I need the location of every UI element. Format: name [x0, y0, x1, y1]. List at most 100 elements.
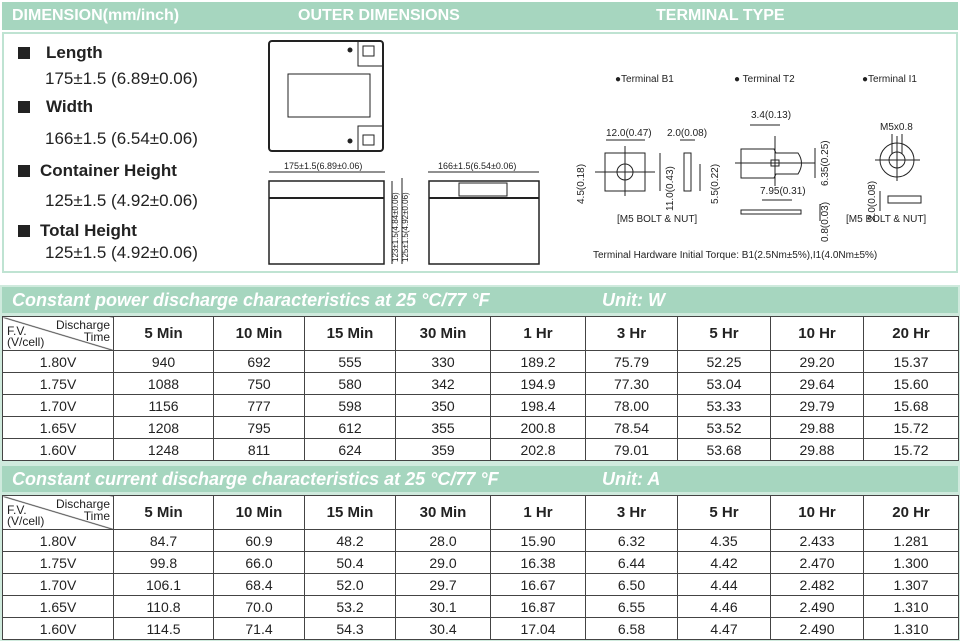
technical-drawings: 175±1.5(6.89±0.06) 123±1.5(4.84±0.06) 12…	[268, 40, 926, 265]
t2-c: 7.95(0.31)	[760, 186, 806, 197]
table-cell: 54.3	[304, 617, 396, 640]
table-cell: 15.60	[863, 372, 959, 395]
column-header: 10 Min	[213, 316, 305, 351]
column-header: 30 Min	[395, 495, 491, 530]
table-cell: 99.8	[113, 551, 214, 574]
table-cell: 350	[395, 394, 491, 417]
table-cell: 342	[395, 372, 491, 395]
current-section-header: Constant current discharge characteristi…	[2, 466, 958, 492]
table-cell: 110.8	[113, 595, 214, 618]
terminal-type-heading: TERMINAL TYPE	[656, 7, 785, 24]
column-header: 10 Hr	[770, 495, 864, 530]
voltage-cell: 1.75V	[2, 372, 114, 395]
battery-top-view	[268, 40, 384, 152]
table-cell: 359	[395, 438, 491, 461]
table-cell: 330	[395, 350, 491, 373]
column-header: 20 Hr	[863, 316, 959, 351]
terminal-i1-label: ●Terminal I1	[862, 74, 917, 85]
corner-cell: Discharge Time F.V. (V/cell)	[2, 316, 114, 351]
table-cell: 114.5	[113, 617, 214, 640]
section-header: DIMENSION(mm/inch) OUTER DIMENSIONS TERM…	[2, 2, 958, 30]
corner-bottom: F.V.	[7, 503, 27, 517]
table-row: 1.70V 106.1 68.4 52.0 29.7 16.67 6.50 4.44 2.482…	[2, 573, 959, 596]
dim-value: 125±1.5 (4.92±0.06)	[45, 191, 198, 210]
table-cell: 71.4	[213, 617, 305, 640]
voltage-cell: 1.60V	[2, 438, 114, 461]
table-cell: 1.310	[863, 595, 959, 618]
table-cell: 598	[304, 394, 396, 417]
power-table: Discharge Time F.V. (V/cell) 5 Min 10 Min 15 M…	[2, 316, 959, 461]
table-row: 1.75V 1088 750 580 342 194.9 77.30 53.04 29.64 15…	[2, 372, 959, 395]
table-cell: 29.64	[770, 372, 864, 395]
header-row: Discharge Time F.V. (V/cell) 5 Min 10 Min 15 M…	[2, 316, 959, 351]
column-header: 5 Hr	[677, 495, 771, 530]
dim-value: 125±1.5 (4.92±0.06)	[45, 243, 198, 262]
height-dimension-label: 123±1.5(4.84±0.06)	[391, 192, 400, 262]
table-cell: 66.0	[213, 551, 305, 574]
table-cell: 53.52	[677, 416, 771, 439]
dimension-length: Length 175±1.5 (6.89±0.06)	[18, 43, 198, 89]
column-header: 5 Hr	[677, 316, 771, 351]
table-cell: 202.8	[490, 438, 586, 461]
corner-top2: Time	[83, 330, 110, 344]
table-cell: 1156	[113, 394, 214, 417]
i1-note: [M5 BOLT & NUT]	[846, 214, 926, 225]
table-cell: 29.79	[770, 394, 864, 417]
table-cell: 53.68	[677, 438, 771, 461]
power-unit: Unit: W	[602, 290, 665, 310]
table-cell: 4.44	[677, 573, 771, 596]
table-cell: 28.0	[395, 529, 491, 552]
terminal-t2-drawing	[735, 124, 821, 221]
table-row: 1.75V 99.8 66.0 50.4 29.0 16.38 6.44 4.42 2.470 1…	[2, 551, 959, 574]
voltage-cell: 1.70V	[2, 394, 114, 417]
table-cell: 48.2	[304, 529, 396, 552]
table-cell: 106.1	[113, 573, 214, 596]
battery-front-view: 175±1.5(6.89±0.06) 123±1.5(4.84±0.06) 12…	[268, 161, 410, 265]
b1-thickness: 2.0(0.08)	[667, 128, 707, 139]
battery-side-view: 166±1.5(6.54±0.06)	[428, 161, 540, 265]
column-header: 3 Hr	[585, 316, 678, 351]
b1-width: 12.0(0.47)	[606, 128, 652, 139]
i1-a: M5x0.8	[880, 122, 913, 133]
table-cell: 355	[395, 416, 491, 439]
total-height-dimension-label: 125±1.5(4.92±0.06)	[401, 192, 410, 262]
table-row: 1.80V 940 692 555 330 189.2 75.79 52.25 29.20 15.…	[2, 350, 959, 373]
dimension-width: Width 166±1.5 (6.54±0.06)	[18, 97, 198, 149]
table-row: 1.70V 1156 777 598 350 198.4 78.00 53.33 29.79 15…	[2, 394, 959, 417]
table-cell: 29.20	[770, 350, 864, 373]
table-cell: 1088	[113, 372, 214, 395]
table-cell: 77.30	[585, 372, 678, 395]
table-cell: 2.490	[770, 617, 864, 640]
table-cell: 198.4	[490, 394, 586, 417]
table-row: 1.60V 1248 811 624 359 202.8 79.01 53.68 29.88 15…	[2, 438, 959, 461]
table-cell: 692	[213, 350, 305, 373]
column-header: 10 Min	[213, 495, 305, 530]
table-cell: 6.32	[585, 529, 678, 552]
width-dimension-label: 166±1.5(6.54±0.06)	[438, 161, 516, 171]
dimension-heading: DIMENSION(mm/inch)	[12, 7, 180, 24]
table-cell: 4.46	[677, 595, 771, 618]
power-section-header: Constant power discharge characteristics…	[2, 287, 958, 313]
voltage-cell: 1.65V	[2, 595, 114, 618]
table-cell: 795	[213, 416, 305, 439]
table-cell: 15.37	[863, 350, 959, 373]
table-cell: 16.38	[490, 551, 586, 574]
dimension-container-height: Container Height 125±1.5 (4.92±0.06)	[18, 161, 198, 211]
table-cell: 29.7	[395, 573, 491, 596]
table-cell: 52.0	[304, 573, 396, 596]
voltage-cell: 1.65V	[2, 416, 114, 439]
table-cell: 777	[213, 394, 305, 417]
dim-label: Length	[46, 43, 103, 62]
table-cell: 1248	[113, 438, 214, 461]
header-row: Discharge Time F.V. (V/cell) 5 Min 10 Min 15 M…	[2, 495, 959, 530]
table-cell: 29.0	[395, 551, 491, 574]
table-cell: 555	[304, 350, 396, 373]
table-cell: 84.7	[113, 529, 214, 552]
corner-cell: Discharge Time F.V. (V/cell)	[2, 495, 114, 530]
table-cell: 624	[304, 438, 396, 461]
table-cell: 2.482	[770, 573, 864, 596]
table-cell: 4.42	[677, 551, 771, 574]
table-cell: 189.2	[490, 350, 586, 373]
column-header: 3 Hr	[585, 495, 678, 530]
voltage-cell: 1.60V	[2, 617, 114, 640]
